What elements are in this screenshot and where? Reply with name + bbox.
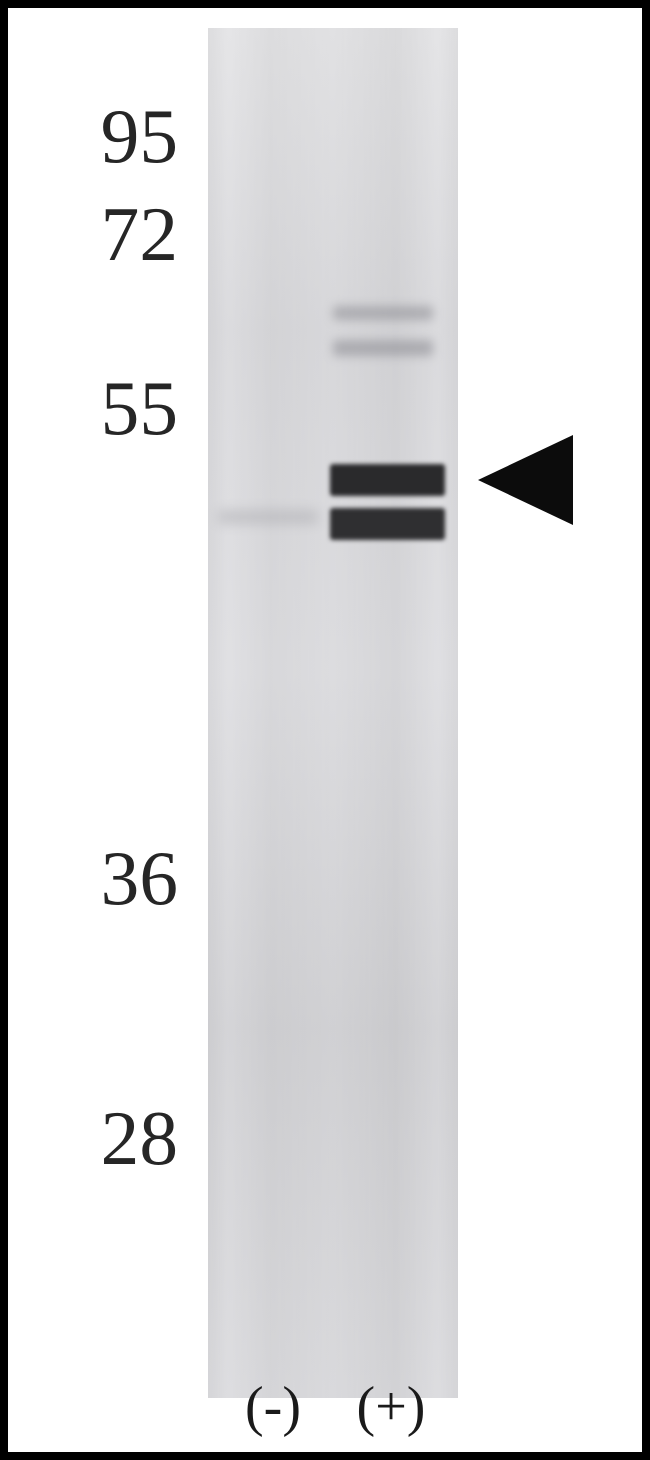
lane-label-pos: (+) xyxy=(336,1379,446,1435)
band-pos-3 xyxy=(330,508,445,540)
blot-figure: 95 72 55 36 28 (-)(+) xyxy=(0,0,650,1460)
mw-label-28: 28 xyxy=(38,1100,178,1177)
band-neg-4 xyxy=(218,510,318,524)
mw-label-72: 72 xyxy=(38,196,178,273)
band-pos-1 xyxy=(333,340,433,356)
mw-label-55: 55 xyxy=(38,370,178,447)
lane-shade-pos xyxy=(333,28,458,1398)
mw-label-95: 95 xyxy=(38,98,178,175)
blot-membrane xyxy=(208,28,458,1398)
band-pos-2 xyxy=(330,464,445,496)
target-band-arrow-icon xyxy=(478,435,573,525)
mw-label-36: 36 xyxy=(38,840,178,917)
band-pos-0 xyxy=(333,306,433,320)
lane-shade-neg xyxy=(208,28,333,1398)
lane-label-neg: (-) xyxy=(218,1379,328,1435)
